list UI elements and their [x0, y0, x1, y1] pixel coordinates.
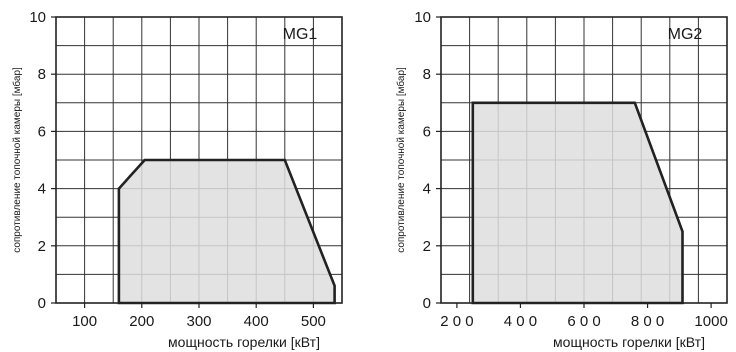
y-tick-label: 0	[423, 295, 431, 312]
x-tick-label: 8 0 0	[631, 313, 664, 330]
x-tick-label: 400	[244, 313, 269, 330]
tick-labels: 2 0 0 4 0 0 6 0 0 8 0 0 1000 0 2 4 6 8 10	[414, 9, 727, 330]
y-tick-label: 4	[38, 181, 46, 198]
x-axis-title: мощность горелки [кВт]	[553, 334, 705, 350]
y-tick-label: 2	[423, 238, 431, 255]
x-axis-title: мощность горелки [кВт]	[168, 334, 320, 350]
y-tick-label: 10	[29, 9, 46, 26]
x-tick-label: 1000	[694, 313, 727, 330]
y-tick-label: 8	[38, 66, 46, 83]
y-axis-title: сопротивление топочной камеры [мбар]	[395, 67, 407, 253]
x-tick-label: 500	[301, 313, 326, 330]
operating-area	[471, 101, 684, 305]
x-tick-label: 200	[129, 313, 154, 330]
tick-labels: 100 200 300 400 500 0 2 4 6 8 10	[29, 9, 326, 330]
y-tick-label: 10	[414, 9, 431, 26]
y-tick-label: 2	[38, 238, 46, 255]
y-tick-label: 6	[423, 123, 431, 140]
chart-mg2: сопротивление топочной камеры [мбар] 2 0…	[395, 9, 728, 350]
y-tick-label: 6	[38, 123, 46, 140]
chart-title: MG2	[668, 26, 703, 43]
y-tick-label: 0	[38, 295, 46, 312]
y-tick-label: 4	[423, 181, 431, 198]
x-tick-label: 6 0 0	[567, 313, 600, 330]
x-tick-label: 300	[186, 313, 211, 330]
y-tick-label: 8	[423, 66, 431, 83]
x-tick-label: 4 0 0	[504, 313, 537, 330]
chart-mg1: сопротивление топочной камеры [мбар] 100…	[11, 9, 343, 350]
x-tick-label: 2 0 0	[440, 313, 473, 330]
chart-title: MG1	[283, 26, 318, 43]
operating-area	[117, 158, 336, 305]
y-axis-title: сопротивление топочной камеры [мбар]	[11, 67, 23, 253]
x-tick-label: 100	[72, 313, 97, 330]
